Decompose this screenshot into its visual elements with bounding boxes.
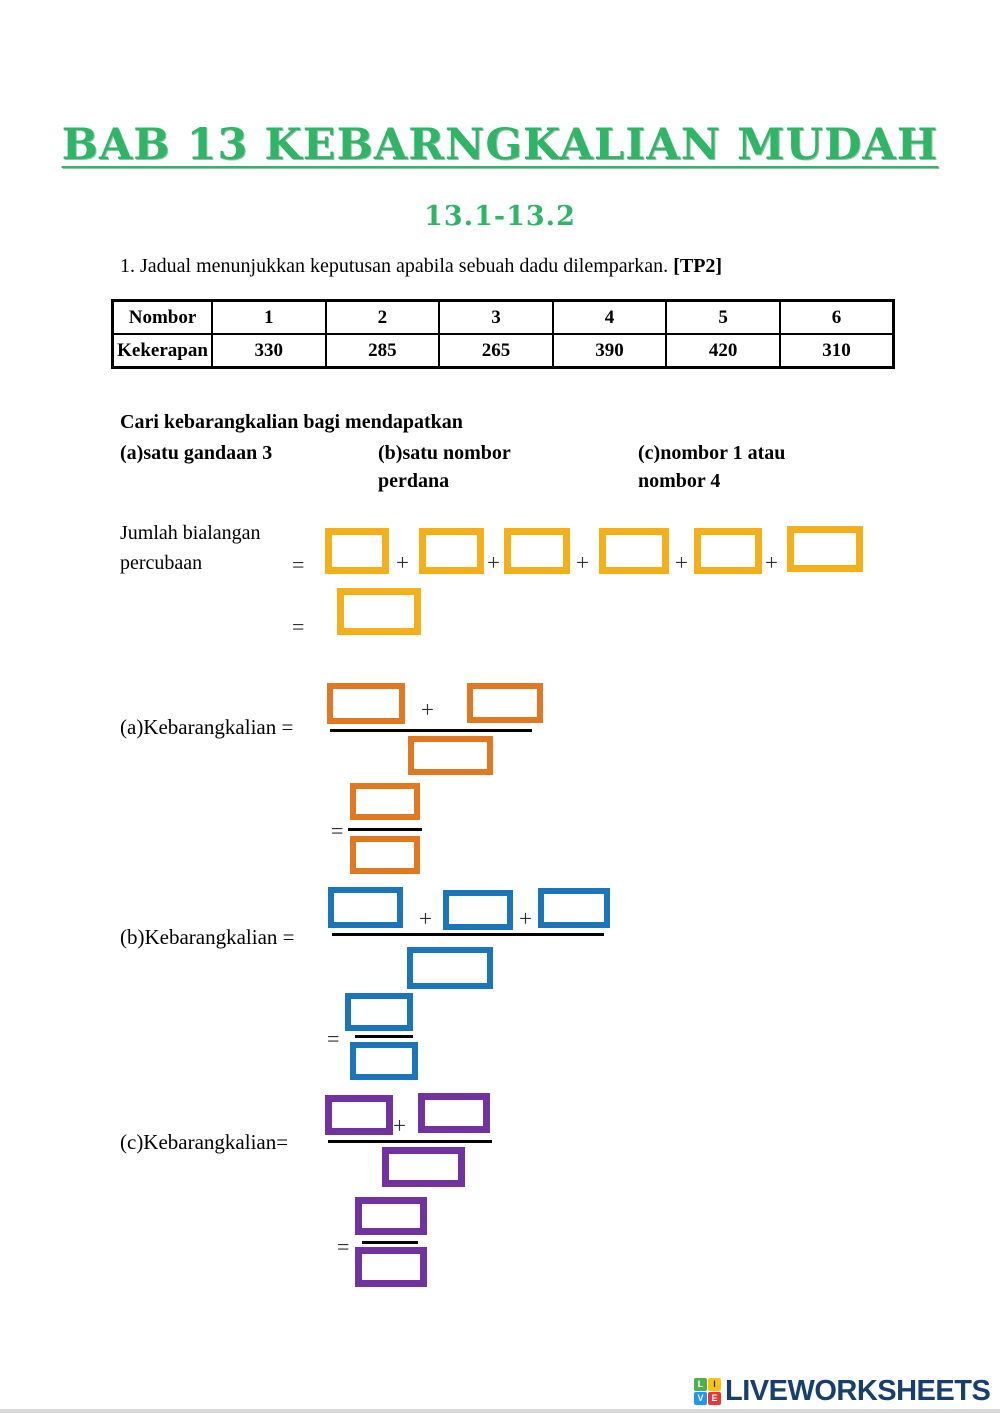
logo-wordmark: LIVEWORKSHEETS xyxy=(725,1375,991,1407)
total-trials-label: Jumlah bialangan percubaan xyxy=(120,518,261,578)
answer-box-a-den[interactable] xyxy=(408,736,493,775)
total-label-line1: Jumlah bialangan xyxy=(120,522,261,544)
question-text: 1. Jadual menunjukkan keputusan apabila … xyxy=(120,255,722,278)
table-row: Nombor 1 2 3 4 5 6 xyxy=(111,299,895,335)
page-title: BAB 13 KEBARNGKALIAN MUDAH xyxy=(61,120,939,170)
plus-sign: + xyxy=(519,906,532,931)
liveworksheets-logo-icon: L I V E xyxy=(694,1378,721,1405)
answer-box-b2-den[interactable] xyxy=(350,1042,418,1080)
fraction-bar-c1 xyxy=(328,1140,492,1143)
task-b-line2: perdana xyxy=(378,470,450,492)
table-row: Kekerapan 330 285 265 390 420 310 xyxy=(111,333,895,369)
table-cell: 265 xyxy=(438,333,554,369)
plus-sign: + xyxy=(393,1113,406,1138)
table-cell: 1 xyxy=(211,299,327,335)
answer-box-c-num-2[interactable] xyxy=(418,1093,490,1133)
answer-box-c-den[interactable] xyxy=(382,1147,465,1187)
answer-box-b-num-1[interactable] xyxy=(328,887,403,928)
answer-box-total-2[interactable] xyxy=(419,528,484,574)
plus-sign: + xyxy=(419,906,432,931)
part-a-equals-2: = xyxy=(331,818,344,843)
answer-box-a-num-2[interactable] xyxy=(467,683,543,723)
table-cell: 6 xyxy=(778,299,895,335)
table-cell: 2 xyxy=(324,299,441,335)
fraction-bar-c2 xyxy=(362,1241,418,1244)
table-cell: 390 xyxy=(551,333,668,369)
page-edge-divider xyxy=(0,1409,1000,1413)
liveworksheets-logo: L I V E LIVEWORKSHEETS xyxy=(694,1375,991,1408)
question-sentence: 1. Jadual menunjukkan keputusan apabila … xyxy=(120,255,669,277)
total-equals-2: = xyxy=(292,614,305,639)
part-c-label: (c)Kebarangkalian= xyxy=(120,1130,289,1154)
table-cell: 310 xyxy=(778,333,895,369)
answer-box-total-3[interactable] xyxy=(504,528,570,574)
answer-box-b2-num[interactable] xyxy=(345,993,413,1031)
logo-square-l: L xyxy=(694,1378,707,1391)
table-cell: 4 xyxy=(551,299,668,335)
part-b-label: (b)Kebarangkalian = xyxy=(120,925,295,949)
table-header-kekerapan: Kekerapan xyxy=(111,333,213,369)
frequency-table: Nombor 1 2 3 4 5 6 Kekerapan 330 285 265… xyxy=(111,299,895,369)
task-a-label: (a)satu gandaan 3 xyxy=(120,442,273,464)
task-c-label: (c)nombor 1 atau nombor 4 xyxy=(638,439,785,495)
answer-box-total-4[interactable] xyxy=(599,528,669,574)
total-equals-1: = xyxy=(292,552,305,577)
fraction-bar-b1 xyxy=(332,933,604,936)
answer-box-b-num-3[interactable] xyxy=(538,888,610,928)
answer-box-c2-num[interactable] xyxy=(355,1197,427,1235)
answer-box-total-5[interactable] xyxy=(694,528,762,574)
answer-box-total-1[interactable] xyxy=(325,528,389,574)
table-cell: 330 xyxy=(211,333,327,369)
answer-box-b-den[interactable] xyxy=(407,947,493,989)
part-b-equals-2: = xyxy=(327,1026,340,1051)
plus-sign: + xyxy=(765,550,778,575)
question-tag: [TP2] xyxy=(673,255,723,277)
tasks-heading: Cari kebarangkalian bagi mendapatkan xyxy=(120,411,463,433)
total-label-line2: percubaan xyxy=(120,552,203,574)
answer-box-total-sum[interactable] xyxy=(337,588,421,635)
table-cell: 3 xyxy=(438,299,554,335)
table-cell: 5 xyxy=(665,299,781,335)
answer-box-c2-den[interactable] xyxy=(355,1247,427,1287)
part-a-label: (a)Kebarangkalian = xyxy=(120,715,294,739)
plus-sign: + xyxy=(421,697,434,722)
answer-box-a-num-1[interactable] xyxy=(327,683,405,724)
logo-square-v: V xyxy=(694,1392,707,1405)
table-cell: 420 xyxy=(665,333,781,369)
plus-sign: + xyxy=(396,550,409,575)
plus-sign: + xyxy=(675,550,688,575)
task-c-line2: nombor 4 xyxy=(638,470,721,492)
plus-sign: + xyxy=(487,550,500,575)
page-subtitle: 13.1-13.2 xyxy=(424,201,576,232)
answer-box-a2-num[interactable] xyxy=(350,783,420,820)
plus-sign: + xyxy=(576,550,589,575)
task-b-line1: (b)satu nombor xyxy=(378,442,511,464)
table-cell: 285 xyxy=(324,333,441,369)
answer-box-b-num-2[interactable] xyxy=(443,890,513,930)
logo-square-i: I xyxy=(708,1378,721,1391)
fraction-bar-a2 xyxy=(348,828,422,831)
task-b-label: (b)satu nombor perdana xyxy=(378,439,511,495)
table-header-nombor: Nombor xyxy=(111,299,213,335)
logo-square-e: E xyxy=(708,1392,721,1405)
answer-box-c-num-1[interactable] xyxy=(325,1095,393,1135)
part-c-equals-2: = xyxy=(337,1234,350,1259)
answer-box-a2-den[interactable] xyxy=(350,836,420,874)
fraction-bar-a1 xyxy=(330,729,532,732)
fraction-bar-b2 xyxy=(355,1035,413,1038)
answer-box-total-6[interactable] xyxy=(787,526,863,572)
task-c-line1: (c)nombor 1 atau xyxy=(638,442,786,464)
